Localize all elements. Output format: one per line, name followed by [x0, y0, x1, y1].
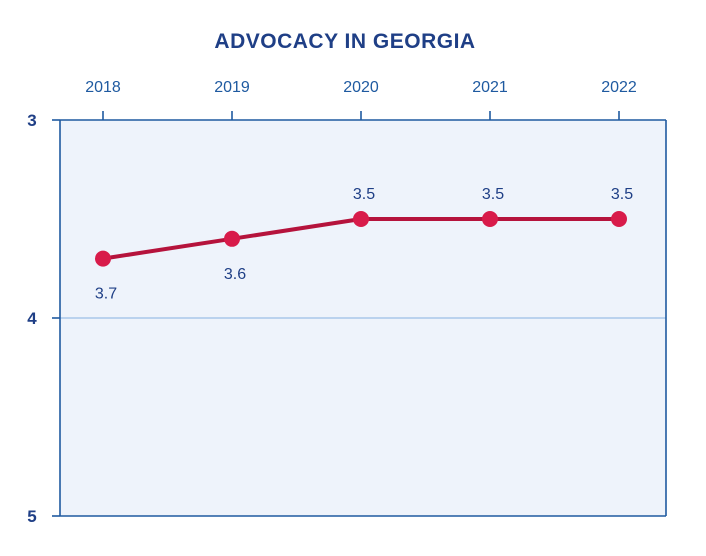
x-tick-label: 2020: [343, 79, 379, 96]
data-label-2021: 3.5: [482, 186, 504, 203]
data-label-2018: 3.7: [95, 286, 117, 303]
y-tick-label: 4: [27, 309, 37, 328]
series: [95, 211, 627, 267]
chart-title: ADVOCACY IN GEORGIA: [214, 30, 475, 53]
labels: 3.7 3.6 3.5 3.5 3.5: [95, 186, 633, 303]
data-point-2022: [611, 211, 627, 227]
axes: 3 4 5 2018 2019 2020 2021 2022: [27, 79, 667, 526]
x-tick-label: 2019: [214, 79, 250, 96]
data-point-2018: [95, 250, 111, 267]
data-label-2019: 3.6: [224, 266, 246, 283]
x-tick-label: 2022: [601, 79, 637, 96]
y-tick-label: 3: [27, 111, 36, 130]
y-tick-label: 5: [27, 507, 36, 526]
data-point-2019: [224, 230, 240, 247]
data-point-2020: [353, 211, 369, 227]
data-point-2021: [482, 211, 498, 227]
x-tick-label: 2018: [85, 79, 121, 96]
data-label-2020: 3.5: [353, 186, 375, 203]
data-label-2022: 3.5: [611, 186, 633, 203]
x-tick-label: 2021: [472, 79, 508, 96]
